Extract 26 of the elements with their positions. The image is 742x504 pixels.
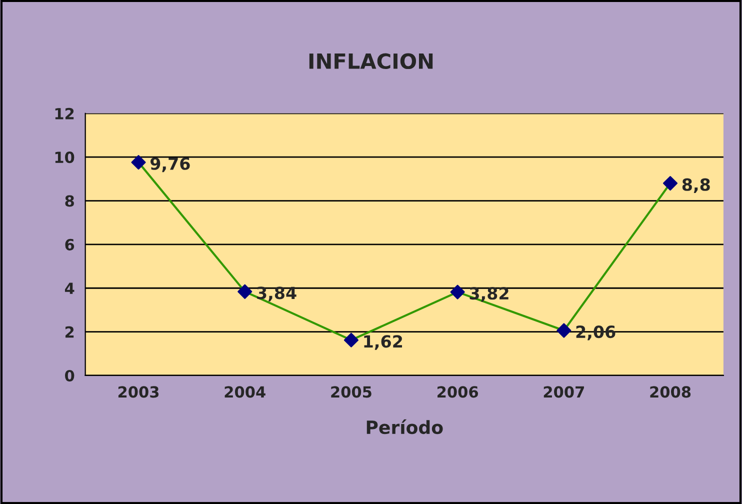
y-tick-label: 0 [65, 370, 74, 382]
y-tick-label: 4 [64, 282, 74, 294]
y-tick-label: 12 [55, 108, 74, 120]
x-axis-title: Período [366, 419, 443, 434]
x-tick-label: 2003 [118, 386, 159, 398]
x-tick-label: 2004 [224, 386, 266, 398]
point [131, 155, 146, 170]
point [450, 284, 465, 300]
x-tick-label: 2005 [331, 386, 372, 398]
y-tick-label: 10 [55, 152, 74, 164]
data-label: 9,76 [150, 157, 190, 172]
data-label: 3,82 [470, 287, 508, 302]
x-tick-label: 2007 [544, 386, 584, 398]
x-tick-label: 2006 [438, 386, 478, 398]
data-label: 1,62 [364, 335, 402, 350]
y-tick-label: 2 [65, 326, 74, 338]
y-tick-label: 6 [65, 238, 74, 250]
point [662, 176, 678, 191]
chart-title: INFLACION [309, 53, 433, 70]
point [238, 284, 252, 299]
y-tick-label: 8 [65, 195, 74, 207]
point [556, 323, 572, 338]
x-tick-label: 2008 [650, 386, 691, 398]
point [344, 332, 358, 348]
data-label: 8,8 [682, 178, 710, 194]
data-label: 3,84 [257, 286, 296, 302]
